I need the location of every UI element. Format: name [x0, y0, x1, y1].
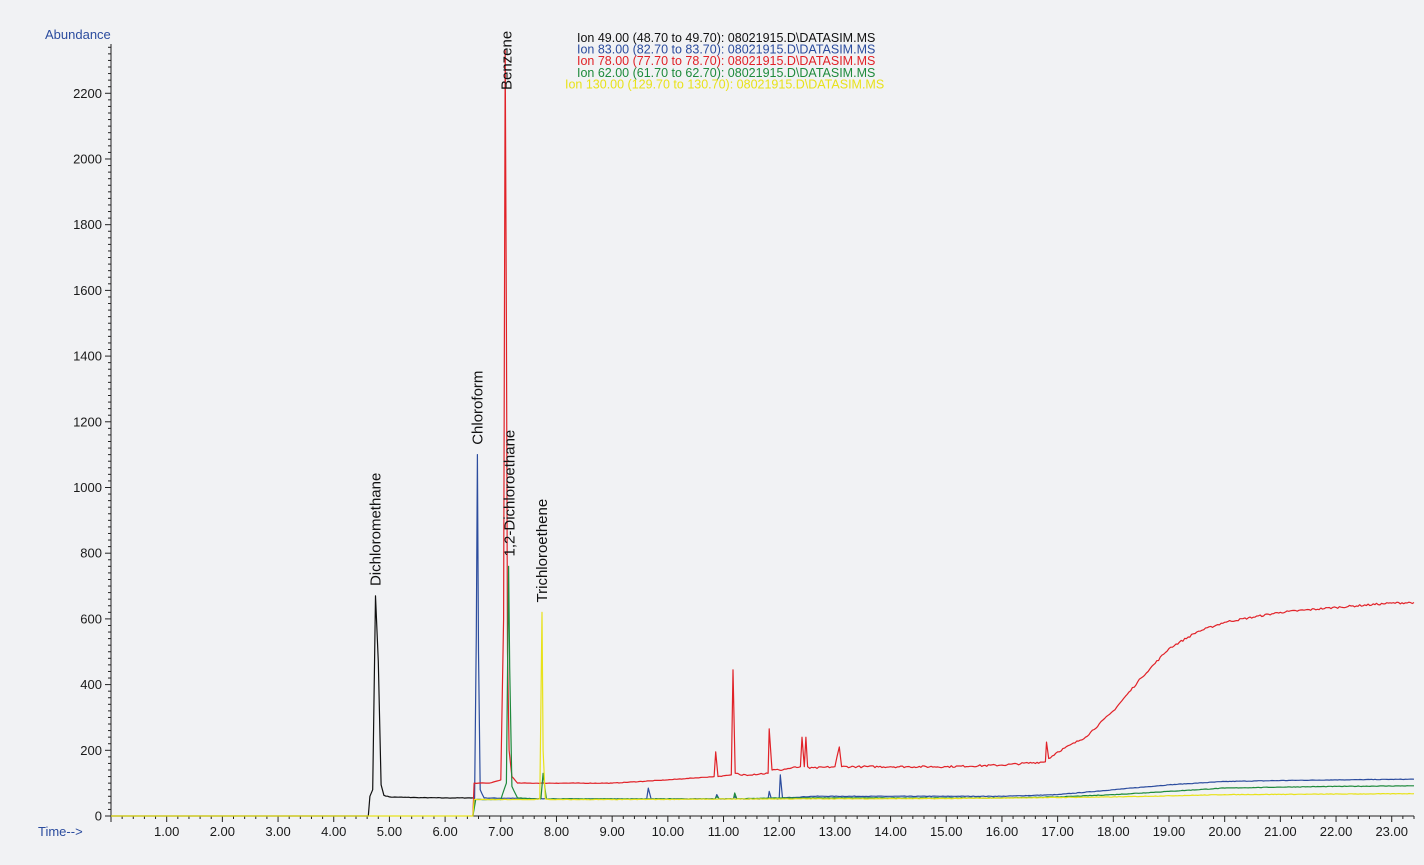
series-line-0: [111, 595, 473, 817]
x-tick-label: 17.00: [1041, 824, 1074, 839]
x-tick-label: 11.00: [708, 824, 740, 839]
y-tick-label: 1200: [73, 414, 102, 429]
peak-annotations: Dichloromethane Chloroform Benzene 1,2-Dich…: [367, 31, 550, 603]
legend: Ion 49.00 (48.70 to 49.70): 08021915.D\D…: [565, 31, 884, 91]
x-tick-label: 9.00: [599, 824, 624, 839]
legend-entry: Ion 83.00 (82.70 to 83.70): 08021915.D\D…: [577, 43, 875, 57]
peak-label: Trichloroethene: [534, 499, 551, 603]
x-tick-label: 20.00: [1208, 824, 1241, 839]
x-tick-label: 14.00: [874, 824, 907, 839]
y-tick-label: 2200: [73, 86, 102, 101]
x-tick-label: 8.00: [544, 824, 569, 839]
y-tick-label: 800: [80, 546, 102, 561]
x-tick-label: 3.00: [265, 824, 290, 839]
peak-label: 1,2-Dichloroethane: [502, 430, 519, 557]
peak-label: Dichloromethane: [367, 473, 384, 586]
x-tick-label: 15.00: [930, 824, 963, 839]
x-tick-label: 16.00: [986, 824, 1019, 839]
y-tick-label: 1600: [73, 283, 102, 298]
x-tick-label: 18.00: [1097, 824, 1130, 839]
y-tick-label: 200: [80, 743, 102, 758]
legend-entry: Ion 49.00 (48.70 to 49.70): 08021915.D\D…: [577, 31, 875, 45]
x-tick-label: 10.00: [652, 824, 685, 839]
x-tick-label: 22.00: [1320, 824, 1353, 839]
axes: Abundance Time-->: [38, 27, 1414, 839]
series-line-3: [472, 565, 1414, 817]
x-axis-title: Time-->: [38, 824, 83, 839]
x-tick-label: 7.00: [488, 824, 513, 839]
x-tick-label: 6.00: [432, 824, 457, 839]
y-tick-label: 0: [95, 809, 102, 824]
peak-label: Chloroform: [469, 371, 486, 445]
x-tick-label: 19.00: [1153, 824, 1186, 839]
legend-entry: Ion 62.00 (61.70 to 62.70): 08021915.D\D…: [577, 66, 875, 80]
x-tick-label: 4.00: [321, 824, 346, 839]
series-group: [111, 49, 1415, 817]
y-tick-label: 1800: [73, 217, 102, 232]
y-tick-label: 1000: [73, 480, 102, 495]
x-tick-label: 21.00: [1264, 824, 1297, 839]
x-tick-label: 12.00: [763, 824, 796, 839]
series-line-2: [472, 49, 1415, 817]
series-line-1: [472, 454, 1415, 817]
y-axis-title: Abundance: [45, 27, 111, 42]
x-tick-label: 13.00: [819, 824, 852, 839]
x-tick-label: 5.00: [377, 824, 402, 839]
y-tick-label: 600: [80, 611, 102, 626]
peak-label: Benzene: [498, 31, 515, 90]
y-tick-label: 400: [80, 677, 102, 692]
x-tick-label: 23.00: [1375, 824, 1408, 839]
legend-entry: Ion 78.00 (77.70 to 78.70): 08021915.D\D…: [577, 54, 875, 68]
x-tick-label: 2.00: [210, 824, 235, 839]
y-ticks: 0 200 400 600 800 1000 1200 1400 1600 1800 2000 220…: [73, 46, 111, 824]
x-ticks: 1.00 2.00 3.00 4.00 5.00 6.00 7.00 8.00 9.00 10.0…: [110, 816, 1415, 839]
y-tick-label: 2000: [73, 151, 102, 166]
y-tick-label: 1400: [73, 349, 102, 364]
legend-entry: Ion 130.00 (129.70 to 130.70): 08021915.…: [565, 77, 884, 91]
x-tick-label: 1.00: [154, 824, 179, 839]
series-line-4: [111, 611, 1415, 817]
